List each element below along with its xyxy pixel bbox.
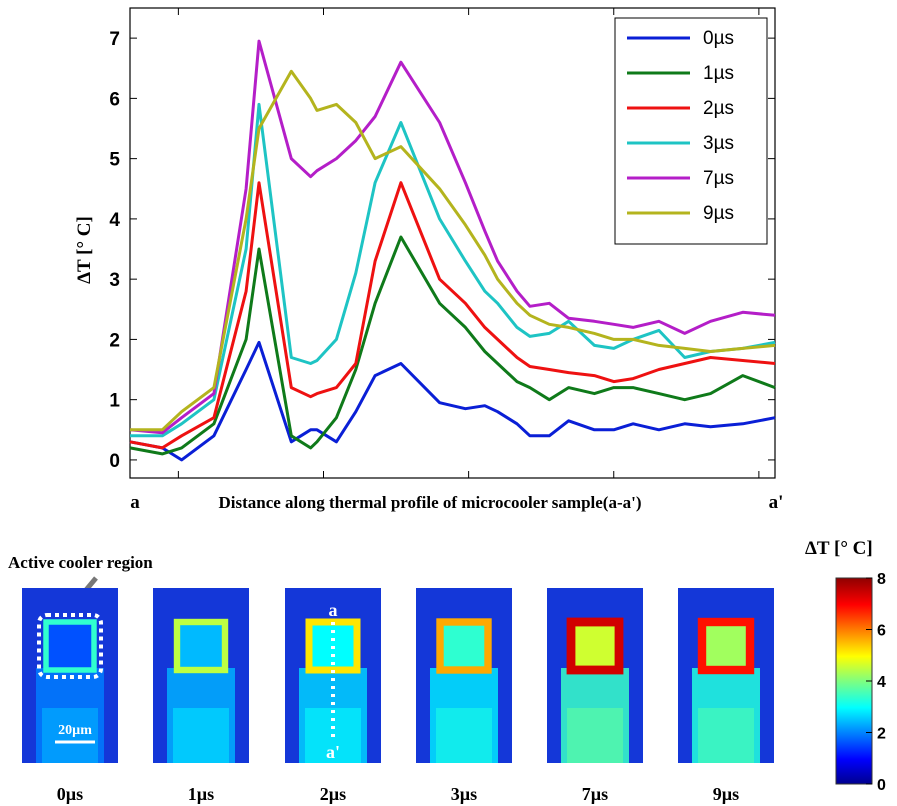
frame-label: 3µs (451, 784, 477, 804)
colorbar-tick-label: 2 (877, 726, 886, 743)
frame-label: 0µs (57, 784, 83, 804)
colorbar-tick-label: 0 (877, 777, 886, 794)
legend-label: 9µs (703, 203, 734, 224)
y-tick-label: 3 (109, 270, 120, 291)
thermal-frame (153, 588, 249, 763)
frame-label: 9µs (713, 784, 739, 804)
profile-top-label: a (329, 600, 338, 620)
colorbar-tick-label: 8 (877, 571, 886, 588)
frame-label: 2µs (320, 784, 346, 804)
thermal-frames: 0µs 1µs 2µs 3µs 7µs 9µs 20µm a a' (22, 588, 774, 804)
scale-label: 20µm (58, 723, 92, 738)
thermal-frame (416, 588, 512, 763)
x-axis-label: Distance along thermal profile of microc… (218, 493, 641, 512)
colorbar-title: ΔT [° C] (805, 538, 873, 559)
legend: 0µs 1µs 2µs 3µs 7µs 9µs (615, 18, 767, 244)
x-end-label: a' (769, 492, 784, 513)
legend-label: 0µs (703, 28, 734, 49)
colorbar-tick-label: 4 (877, 674, 886, 691)
y-tick-label: 6 (109, 89, 120, 110)
x-start-label: a (130, 492, 140, 513)
profile-bottom-label: a' (326, 742, 340, 762)
legend-label: 1µs (703, 63, 734, 84)
y-axis-label: ΔT [° C] (74, 216, 95, 284)
legend-label: 2µs (703, 98, 734, 119)
region-label: Active cooler region (8, 553, 153, 572)
y-tick-label: 2 (109, 330, 120, 351)
legend-label: 7µs (703, 168, 734, 189)
legend-label: 3µs (703, 133, 734, 154)
y-tick-label: 1 (109, 391, 120, 412)
thermal-frame (547, 588, 643, 763)
thermal-frame (678, 588, 774, 763)
y-tick-label: 7 (109, 29, 120, 50)
y-tick-label: 0 (109, 451, 120, 472)
y-tick-label: 5 (109, 150, 120, 171)
frame-label: 7µs (582, 784, 608, 804)
colorbar-tick-label: 6 (877, 623, 886, 640)
y-tick-label: 4 (109, 210, 120, 231)
frame-label: 1µs (188, 784, 214, 804)
